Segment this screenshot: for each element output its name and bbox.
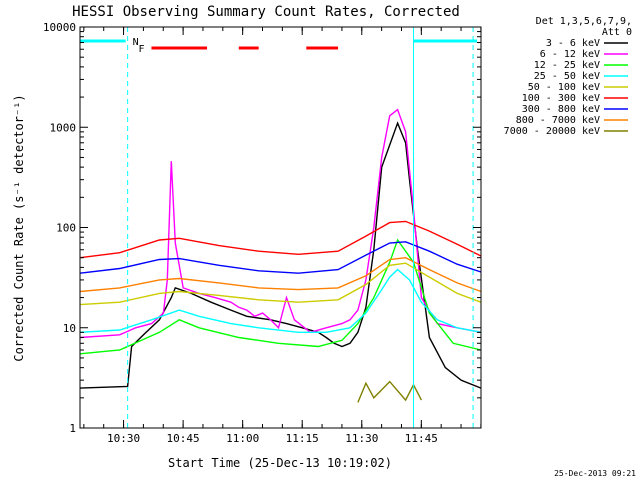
plot-area: NF 1 10 100 1000 10000 10:30 10:45 11:00 11:15 11:… [43, 21, 482, 445]
y-tick-label: 1000 [50, 121, 77, 134]
chart-title: HESSI Observing Summary Count Rates, Cor… [72, 4, 460, 20]
series-line-3 [79, 238, 482, 355]
legend-entry-label: 300 - 800 keV [522, 104, 600, 115]
x-tick-label: 10:30 [107, 432, 140, 445]
series-line-8 [79, 256, 482, 293]
y-tick-label: 10 [63, 322, 76, 335]
legend-entry-label: 6 - 12 keV [540, 49, 600, 60]
flag-f-label: F [138, 44, 144, 55]
series-line-2 [79, 108, 482, 339]
x-tick-label: 11:15 [286, 432, 319, 445]
legend-entry-label: 3 - 6 keV [546, 38, 600, 49]
legend-entry-label: 50 - 100 keV [528, 82, 600, 93]
legend-header-line: Det 1,3,5,6,7,9, [536, 16, 632, 27]
x-tick-label: 11:45 [405, 432, 438, 445]
x-tick-label: 11:00 [226, 432, 259, 445]
series-line-1 [79, 121, 482, 389]
legend-entry-label: 100 - 300 keV [522, 93, 600, 104]
series-line-4 [79, 268, 482, 333]
x-tick-label: 10:45 [167, 432, 200, 445]
series-line-6 [79, 220, 482, 259]
legend-entry-label: 12 - 25 keV [534, 60, 600, 71]
flag-n-label: N [133, 37, 139, 48]
legend-header-line: Att 0 [602, 27, 632, 38]
legend-entry-label: 7000 - 20000 keV [504, 126, 600, 137]
y-tick-label: 100 [56, 222, 76, 235]
y-tick-label: 10000 [43, 21, 76, 34]
series-line-9 [357, 380, 423, 403]
y-axis-label: Corrected Count Rate (s⁻¹ detector⁻¹) [12, 94, 26, 361]
series-line-7 [79, 241, 482, 274]
y-tick-label: 1 [69, 422, 76, 435]
legend-entry-label: 800 - 7000 keV [516, 115, 600, 126]
legend-entry-label: 25 - 50 keV [534, 71, 600, 82]
series-line-5 [79, 262, 482, 306]
x-tick-label: 11:30 [345, 432, 378, 445]
x-axis-label: Start Time (25-Dec-13 10:19:02) [168, 456, 392, 470]
footer-timestamp: 25-Dec-2013 09:21 [554, 469, 636, 478]
